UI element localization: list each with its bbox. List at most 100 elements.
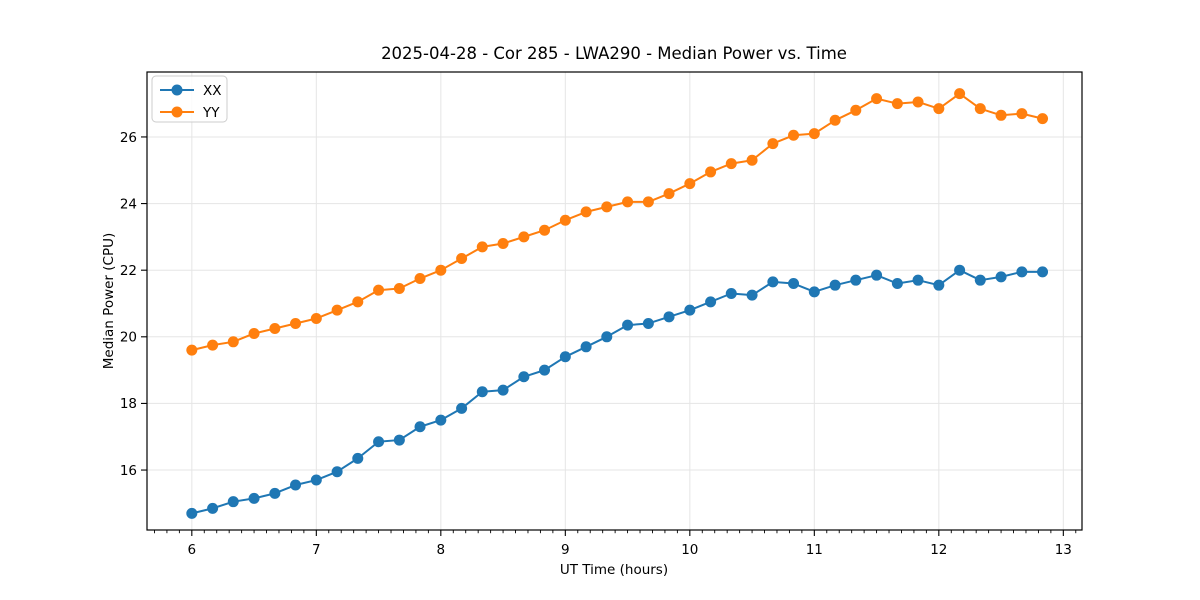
data-point-XX [435,414,447,426]
x-tick-label: 12 [930,542,947,558]
data-point-XX [186,507,198,519]
data-point-YY [788,129,800,141]
data-point-YY [767,138,779,150]
data-point-XX [331,466,343,478]
data-point-XX [1037,266,1049,278]
data-point-YY [331,304,343,316]
legend-sample-marker-XX [171,84,183,96]
data-point-YY [663,188,675,200]
data-point-XX [352,452,364,464]
data-point-XX [248,492,260,504]
data-point-YY [684,178,696,190]
data-point-XX [497,384,509,396]
data-point-XX [207,502,219,514]
data-point-YY [373,284,385,296]
legend-label-YY: YY [202,105,220,121]
data-point-YY [352,296,364,308]
data-point-XX [559,351,571,363]
data-point-XX [622,319,634,331]
y-axis-label: Median Power (CPU) [101,233,117,369]
data-point-YY [850,104,862,116]
data-point-XX [891,278,903,290]
data-point-XX [310,474,322,486]
axes-spines [146,71,1083,531]
data-point-XX [580,341,592,353]
data-point-YY [248,327,260,339]
data-point-YY [290,317,302,329]
data-point-XX [767,276,779,288]
data-point-XX [995,271,1007,283]
data-point-XX [974,274,986,286]
data-point-YY [435,264,447,276]
data-point-YY [746,154,758,166]
data-point-YY [497,238,509,250]
data-point-YY [622,196,634,208]
data-point-YY [933,103,945,115]
data-point-YY [393,283,405,295]
data-point-XX [850,274,862,286]
data-point-YY [207,339,219,351]
data-point-XX [684,304,696,316]
data-point-YY [518,231,530,243]
data-point-YY [559,214,571,226]
x-tick-label: 10 [681,542,698,558]
data-point-YY [808,128,820,140]
x-axis-label: UT Time (hours) [560,562,668,578]
data-point-XX [725,288,737,300]
data-point-XX [456,402,468,414]
data-point-YY [456,253,468,265]
data-point-YY [414,273,426,285]
data-point-YY [995,109,1007,121]
data-point-XX [1016,266,1028,278]
x-tick-label: 7 [312,542,321,558]
data-point-XX [414,421,426,433]
data-point-YY [954,88,966,100]
y-tick-label: 16 [120,463,137,479]
data-point-YY [642,196,654,208]
data-point-XX [290,479,302,491]
data-point-XX [601,331,613,343]
data-point-YY [871,93,883,105]
data-point-YY [186,344,198,356]
data-point-XX [518,371,530,383]
series-line-YY [191,92,1043,352]
data-point-YY [476,241,488,253]
data-point-YY [1037,113,1049,125]
data-point-YY [829,114,841,126]
legend-label-XX: XX [203,83,222,99]
data-point-XX [705,296,717,308]
axes-ticks: 6 7 8 9 10 11 12 13 16 18 20 22 24 26 [120,130,1077,558]
data-point-YY [580,206,592,218]
data-point-XX [269,487,281,499]
data-point-XX [393,434,405,446]
data-point-YY [310,312,322,324]
data-point-YY [705,166,717,178]
data-point-XX [871,269,883,281]
data-point-XX [373,436,385,448]
data-point-XX [227,496,239,508]
x-tick-label: 6 [188,542,197,558]
data-point-XX [933,279,945,291]
x-tick-label: 13 [1055,542,1072,558]
data-point-YY [227,336,239,348]
data-point-XX [788,278,800,290]
data-point-XX [746,289,758,301]
x-tick-label: 8 [437,542,446,558]
data-point-XX [954,264,966,276]
data-point-YY [539,224,551,236]
chart-title: 2025-04-28 - Cor 285 - LWA290 - Median P… [381,44,847,63]
data-point-YY [974,103,986,115]
legend-box [151,75,228,123]
legend: XX YY [151,75,228,123]
data-point-YY [1016,108,1028,120]
data-point-YY [912,96,924,108]
y-tick-label: 18 [120,396,137,412]
plot-border [146,71,1083,531]
y-tick-label: 20 [120,330,137,346]
data-point-XX [642,317,654,329]
x-tick-label: 11 [806,542,823,558]
x-tick-label: 9 [561,542,570,558]
grid-layer [147,72,1082,530]
